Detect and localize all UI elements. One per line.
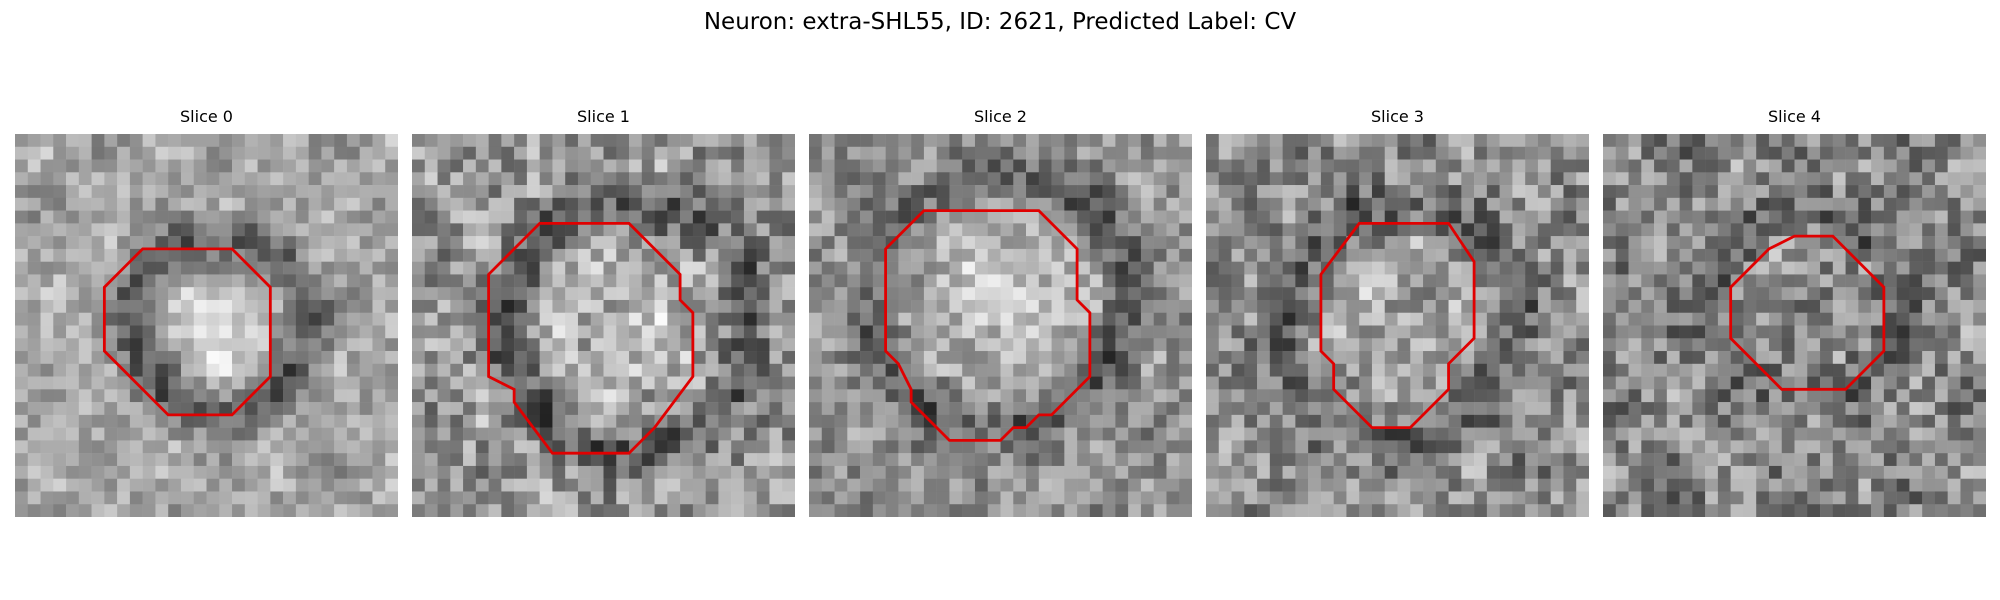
roi-contour-0 xyxy=(102,247,272,417)
roi-contour-1 xyxy=(487,221,695,455)
slice-pixels-2 xyxy=(809,134,1192,517)
roi-contour-2 xyxy=(884,209,1092,442)
slice-title-4: Slice 4 xyxy=(1768,107,1821,126)
figure-title: Neuron: extra-SHL55, ID: 2621, Predicted… xyxy=(703,9,1297,35)
slice-title-2: Slice 2 xyxy=(974,107,1027,126)
slice-pixels-1 xyxy=(412,134,795,517)
slice-panel-4: Slice 4 xyxy=(1603,108,1986,517)
slice-panel-0: Slice 0 xyxy=(15,108,398,517)
slice-pixels-4 xyxy=(1603,134,1986,517)
slice-title-0: Slice 0 xyxy=(180,107,233,126)
slice-panel-3: Slice 3 xyxy=(1206,108,1589,517)
slice-image-4 xyxy=(1603,134,1986,517)
slice-image-2 xyxy=(809,134,1192,517)
slice-pixels-0 xyxy=(15,134,398,517)
slice-image-0 xyxy=(15,134,398,517)
slice-image-1 xyxy=(412,134,795,517)
slice-title-3: Slice 3 xyxy=(1371,107,1424,126)
roi-contour-3 xyxy=(1319,221,1476,430)
slice-pixels-3 xyxy=(1206,134,1589,517)
slice-title-1: Slice 1 xyxy=(577,107,630,126)
slice-panel-1: Slice 1 xyxy=(412,108,795,517)
slice-panel-2: Slice 2 xyxy=(809,108,1192,517)
slice-image-3 xyxy=(1206,134,1589,517)
roi-contour-4 xyxy=(1729,234,1886,391)
